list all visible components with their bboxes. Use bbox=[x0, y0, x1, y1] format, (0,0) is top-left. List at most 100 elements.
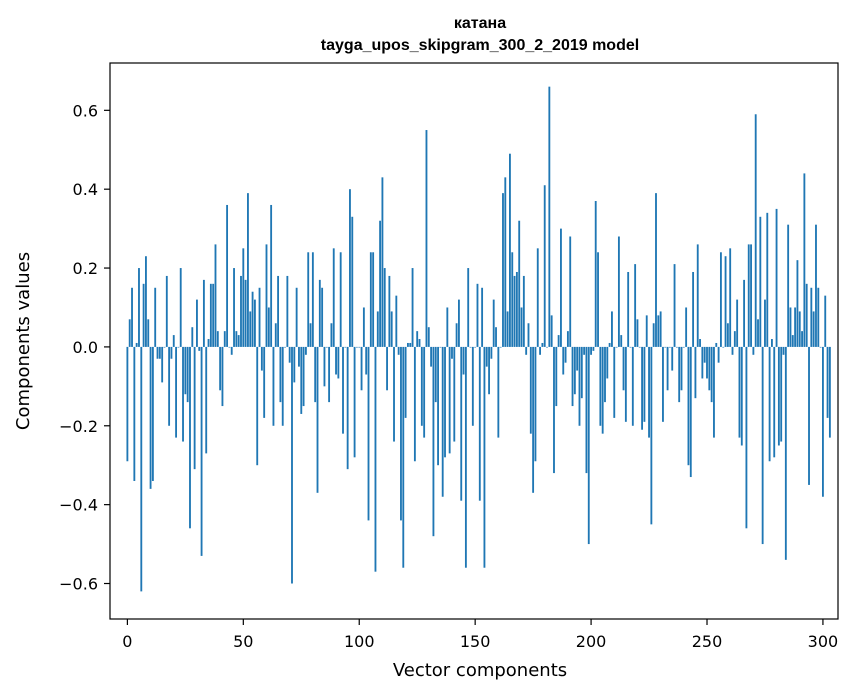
bar bbox=[485, 346, 488, 367]
bar bbox=[757, 319, 759, 347]
bar bbox=[400, 346, 402, 521]
bar bbox=[244, 279, 247, 347]
bar bbox=[506, 311, 509, 347]
bar bbox=[209, 283, 212, 347]
bar bbox=[186, 346, 189, 403]
bar bbox=[353, 346, 356, 458]
bar bbox=[235, 331, 238, 347]
bar bbox=[288, 346, 291, 363]
bar bbox=[801, 331, 803, 347]
bar bbox=[541, 342, 544, 347]
bar bbox=[560, 228, 562, 347]
bar bbox=[337, 346, 340, 379]
bar bbox=[791, 335, 794, 347]
bar bbox=[474, 346, 477, 348]
bar bbox=[448, 346, 451, 454]
bar bbox=[664, 346, 667, 348]
bar bbox=[216, 331, 219, 347]
bar bbox=[754, 114, 757, 347]
bar bbox=[247, 193, 249, 347]
bar bbox=[286, 275, 289, 347]
bar bbox=[425, 130, 428, 347]
bar bbox=[543, 185, 546, 347]
bar bbox=[360, 346, 363, 391]
bar bbox=[182, 346, 184, 442]
bar bbox=[413, 346, 416, 462]
bar bbox=[441, 346, 444, 497]
bar bbox=[397, 346, 400, 355]
bar bbox=[154, 287, 157, 347]
bar bbox=[747, 244, 750, 347]
chart-title: катана bbox=[454, 15, 506, 32]
bar bbox=[643, 346, 646, 422]
bar bbox=[344, 346, 347, 348]
bar bbox=[580, 346, 583, 399]
bar bbox=[321, 287, 324, 347]
bar bbox=[738, 346, 741, 438]
bar bbox=[708, 346, 711, 391]
bar bbox=[536, 248, 539, 347]
bar bbox=[590, 346, 593, 355]
bar bbox=[133, 346, 136, 481]
bar bbox=[666, 346, 669, 391]
bar bbox=[369, 252, 372, 347]
bar bbox=[752, 346, 755, 355]
bar bbox=[270, 204, 273, 347]
bar bbox=[488, 346, 490, 395]
bar bbox=[576, 346, 579, 371]
bar bbox=[175, 346, 177, 438]
bar bbox=[249, 311, 252, 347]
bar bbox=[367, 346, 370, 521]
bar bbox=[274, 323, 277, 347]
bar bbox=[390, 311, 393, 347]
bar bbox=[678, 346, 681, 403]
bar bbox=[293, 346, 296, 383]
bar bbox=[627, 271, 630, 347]
x-tick-label: 50 bbox=[233, 632, 253, 651]
bar bbox=[819, 346, 822, 348]
bar bbox=[604, 346, 606, 403]
bar bbox=[135, 342, 138, 347]
bar bbox=[464, 346, 467, 568]
bar bbox=[161, 346, 164, 383]
bar bbox=[587, 346, 590, 545]
bar bbox=[808, 346, 810, 485]
x-tick-label: 300 bbox=[808, 632, 839, 651]
bar bbox=[279, 346, 282, 403]
bar bbox=[777, 346, 780, 446]
bar bbox=[265, 244, 268, 347]
bar bbox=[189, 346, 191, 529]
bar bbox=[504, 177, 507, 347]
bar bbox=[812, 311, 815, 347]
bar bbox=[794, 307, 797, 347]
bar bbox=[773, 346, 776, 458]
bar bbox=[810, 287, 813, 347]
bar bbox=[555, 346, 558, 407]
bar bbox=[219, 346, 222, 391]
bar bbox=[302, 346, 305, 407]
bar bbox=[430, 346, 433, 367]
bar bbox=[170, 346, 173, 359]
bar bbox=[260, 346, 263, 371]
chart-subtitle: tayga_upos_skipgram_300_2_2019 model bbox=[321, 37, 639, 54]
bar bbox=[240, 275, 242, 347]
bar bbox=[652, 323, 655, 347]
bar bbox=[562, 346, 565, 375]
bar bbox=[717, 346, 720, 363]
bar bbox=[550, 315, 553, 347]
bar bbox=[622, 346, 625, 391]
bar bbox=[325, 346, 328, 348]
bar bbox=[798, 311, 801, 347]
bar bbox=[339, 252, 342, 347]
bar bbox=[629, 346, 632, 348]
bar bbox=[599, 346, 602, 426]
plot-frame bbox=[109, 62, 839, 620]
bar bbox=[453, 346, 456, 442]
bar bbox=[768, 346, 771, 462]
x-tick-label: 100 bbox=[344, 632, 375, 651]
bar bbox=[386, 346, 388, 391]
bar bbox=[330, 323, 333, 347]
bar bbox=[615, 346, 618, 348]
y-tick-label: −0.2 bbox=[59, 417, 98, 436]
bar bbox=[722, 346, 725, 348]
